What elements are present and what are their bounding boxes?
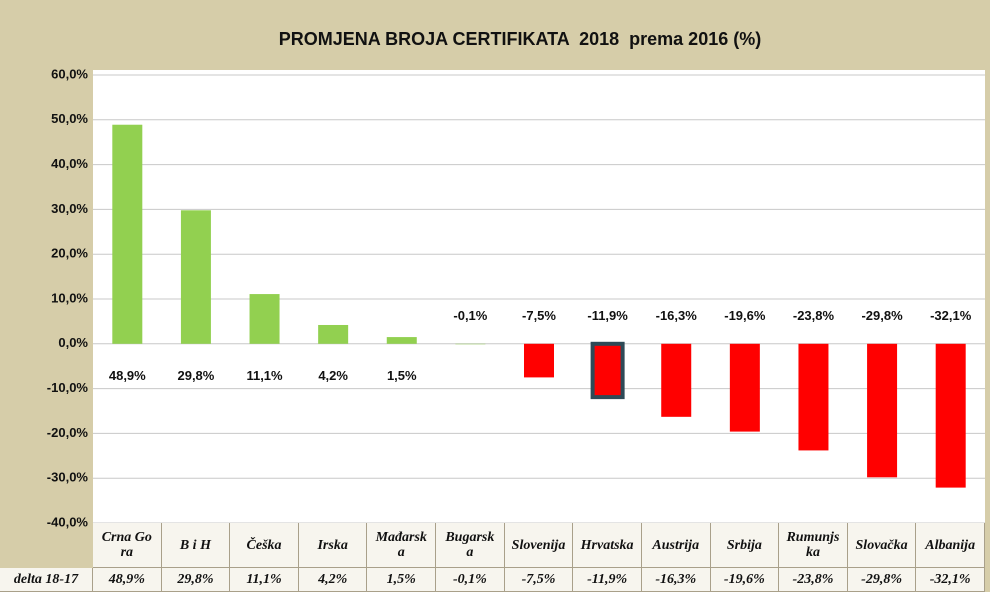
y-tick-label: 40,0%: [51, 156, 88, 171]
table-value: -23,8%: [779, 568, 848, 592]
table-value: 1,5%: [367, 568, 437, 592]
table-value: 4,2%: [298, 568, 368, 592]
table-value: 11,1%: [230, 568, 299, 592]
data-label: -23,8%: [793, 308, 835, 323]
table-value: -29,8%: [847, 568, 917, 592]
y-tick-label: 20,0%: [51, 246, 88, 261]
category-label: Irska: [298, 523, 368, 568]
data-label: -19,6%: [724, 308, 766, 323]
data-label: -32,1%: [930, 308, 972, 323]
data-label: -7,5%: [522, 308, 556, 323]
data-label: -11,9%: [587, 308, 628, 323]
data-label: 29,8%: [177, 368, 214, 383]
data-label: 11,1%: [246, 368, 283, 383]
category-label: Hrvatska: [573, 523, 642, 568]
table-value: 48,9%: [93, 568, 162, 592]
category-label: Mađarska: [367, 523, 437, 568]
y-tick-label: -10,0%: [47, 380, 89, 395]
data-label: -0,1%: [453, 308, 487, 323]
data-label: 48,9%: [109, 368, 146, 383]
bar: [386, 337, 417, 344]
chart-title: PROMJENA BROJA CERTIFIKATA 2018 prema 20…: [279, 29, 761, 49]
y-tick-label: -40,0%: [47, 514, 89, 529]
y-tick-label: 30,0%: [51, 201, 88, 216]
category-label: Slovačka: [847, 523, 917, 568]
bar: [729, 343, 760, 432]
table-value: -0,1%: [436, 568, 505, 592]
category-label: Crna Gora: [93, 523, 162, 568]
data-label: 1,5%: [387, 368, 417, 383]
bar: [318, 324, 349, 344]
table-value: -19,6%: [710, 568, 780, 592]
y-tick-label: 0,0%: [58, 335, 88, 350]
bar: [798, 343, 829, 451]
bar: [249, 294, 280, 344]
category-label: Austrija: [641, 523, 711, 568]
bar: [867, 343, 898, 478]
data-label: 4,2%: [318, 368, 348, 383]
category-label: Srbija: [710, 523, 780, 568]
bar: [112, 124, 143, 344]
table-value: -11,9%: [573, 568, 642, 592]
bar: [180, 210, 211, 344]
plot-area: [93, 70, 985, 523]
category-label: Bugarska: [436, 523, 505, 568]
table-value: -16,3%: [641, 568, 711, 592]
y-tick-label: 50,0%: [51, 111, 88, 126]
table-value: 29,8%: [161, 568, 231, 592]
y-tick-label: 60,0%: [51, 66, 88, 81]
data-label: -16,3%: [656, 308, 698, 323]
data-label: -29,8%: [861, 308, 903, 323]
bar: [590, 341, 625, 400]
bar: [661, 343, 692, 417]
table-value: -32,1%: [916, 568, 985, 592]
table-row-label: delta 18-17: [0, 568, 93, 592]
category-label: Slovenija: [504, 523, 574, 568]
y-tick-label: 10,0%: [51, 290, 88, 305]
category-label: Albanija: [916, 523, 985, 568]
category-label: Češka: [230, 523, 299, 568]
bar: [524, 343, 554, 378]
category-label: Rumunjska: [779, 523, 848, 568]
table-value: -7,5%: [504, 568, 574, 592]
y-tick-label: -30,0%: [47, 470, 89, 485]
bar: [935, 343, 966, 488]
category-label: B i H: [161, 523, 231, 568]
y-tick-label: -20,0%: [47, 425, 89, 440]
